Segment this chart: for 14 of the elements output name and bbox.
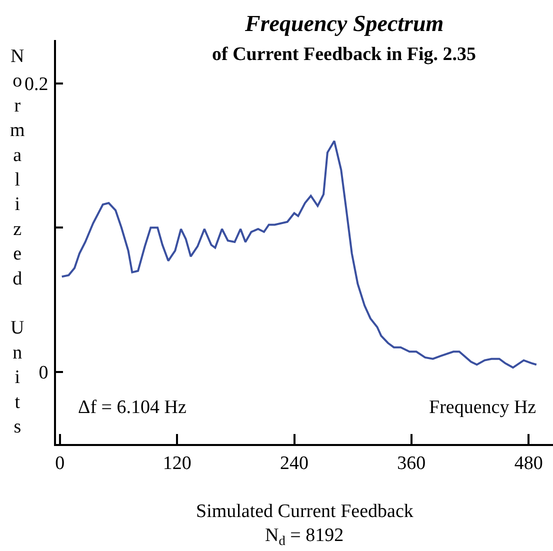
y-tick-label: 0.2 (24, 74, 48, 95)
text: N$_{d}$ = 8192 (265, 525, 344, 548)
chart-subtitle: of Current Feedback in Fig. 2.35 (212, 44, 476, 65)
chart-title: Frequency Spectrum (244, 11, 444, 36)
x-axis-title: Frequency Hz (429, 397, 536, 418)
text: Normalized Units (10, 46, 25, 438)
text: Simulated Current Feedback (196, 501, 414, 522)
x-tick-label: 480 (514, 452, 543, 474)
annotation: Δf = 6.104 Hz (78, 397, 186, 418)
x-tick-label: 360 (397, 452, 426, 474)
x-tick-label: 120 (162, 452, 192, 474)
x-tick-label: 240 (280, 452, 308, 474)
x-tick-label: 0 (55, 452, 65, 474)
line-series (60, 140, 538, 369)
